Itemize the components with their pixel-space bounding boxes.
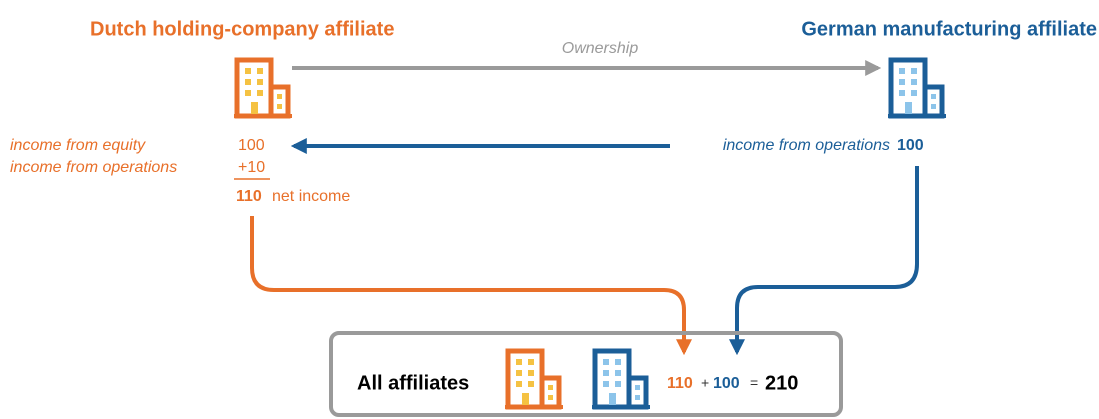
summary-equals: = bbox=[750, 375, 758, 391]
dutch-operations-label: income from operations bbox=[10, 159, 177, 176]
german-icon bbox=[888, 60, 946, 118]
summary-total: 210 bbox=[765, 372, 798, 394]
dutch-operations-value: +10 bbox=[238, 159, 265, 176]
german-operations-label: income from operations bbox=[723, 137, 890, 154]
dutch-icon bbox=[234, 60, 292, 118]
german-title: German manufacturing affiliate bbox=[801, 18, 1097, 40]
net-value: 110 bbox=[236, 188, 262, 205]
summary-german-icon bbox=[592, 351, 650, 409]
summary-box bbox=[329, 331, 843, 417]
summary-dutch-value: 110 bbox=[667, 375, 693, 392]
german-operations-value: 100 bbox=[897, 137, 924, 154]
german-flow-arrow bbox=[729, 166, 919, 356]
dutch-flow-arrow bbox=[250, 216, 692, 356]
summary-label: All affiliates bbox=[357, 372, 469, 394]
summary-german-value: 100 bbox=[713, 375, 740, 392]
summary-plus: + bbox=[701, 375, 709, 391]
summary-dutch-icon bbox=[505, 351, 563, 409]
dutch-title: Dutch holding-company affiliate bbox=[90, 18, 394, 40]
net-label: net income bbox=[272, 188, 350, 205]
equity-value: 100 bbox=[238, 137, 265, 154]
ownership-label: Ownership bbox=[562, 40, 639, 57]
equity-label: income from equity bbox=[10, 137, 146, 154]
